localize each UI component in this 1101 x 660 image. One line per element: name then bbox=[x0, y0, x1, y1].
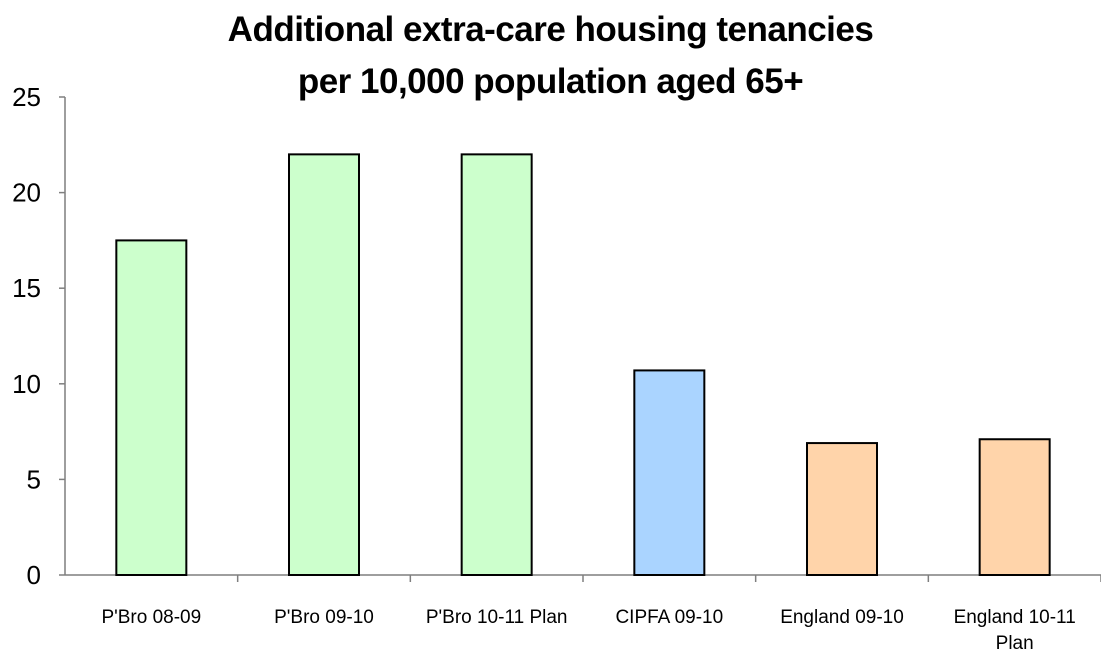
y-tick-label: 25 bbox=[12, 82, 41, 112]
y-tick-label: 20 bbox=[12, 178, 41, 208]
chart-title-line-2: per 10,000 population aged 65+ bbox=[297, 62, 804, 101]
bar bbox=[978, 438, 1051, 576]
bar bbox=[288, 153, 360, 577]
chart-title-line-1: Additional extra-care housing tenancies bbox=[227, 10, 874, 49]
x-category-label: P'Bro 08-09 bbox=[101, 607, 201, 628]
y-tick-label: 5 bbox=[27, 464, 41, 494]
bar bbox=[115, 239, 188, 576]
x-category-label: CIPFA 09-10 bbox=[615, 607, 723, 628]
x-category-label: P'Bro 10-11 Plan bbox=[426, 607, 568, 628]
x-category-label: Plan bbox=[996, 633, 1034, 654]
y-tick-label: 15 bbox=[12, 273, 41, 303]
x-category-label: P'Bro 09-10 bbox=[274, 607, 374, 628]
y-tick-label: 0 bbox=[27, 560, 41, 590]
bar bbox=[806, 442, 878, 576]
bar bbox=[633, 369, 706, 576]
x-category-label: England 09-10 bbox=[780, 607, 904, 628]
y-tick-label: 10 bbox=[12, 369, 41, 399]
x-category-label: England 10-11 bbox=[954, 607, 1076, 628]
bar bbox=[460, 153, 533, 577]
